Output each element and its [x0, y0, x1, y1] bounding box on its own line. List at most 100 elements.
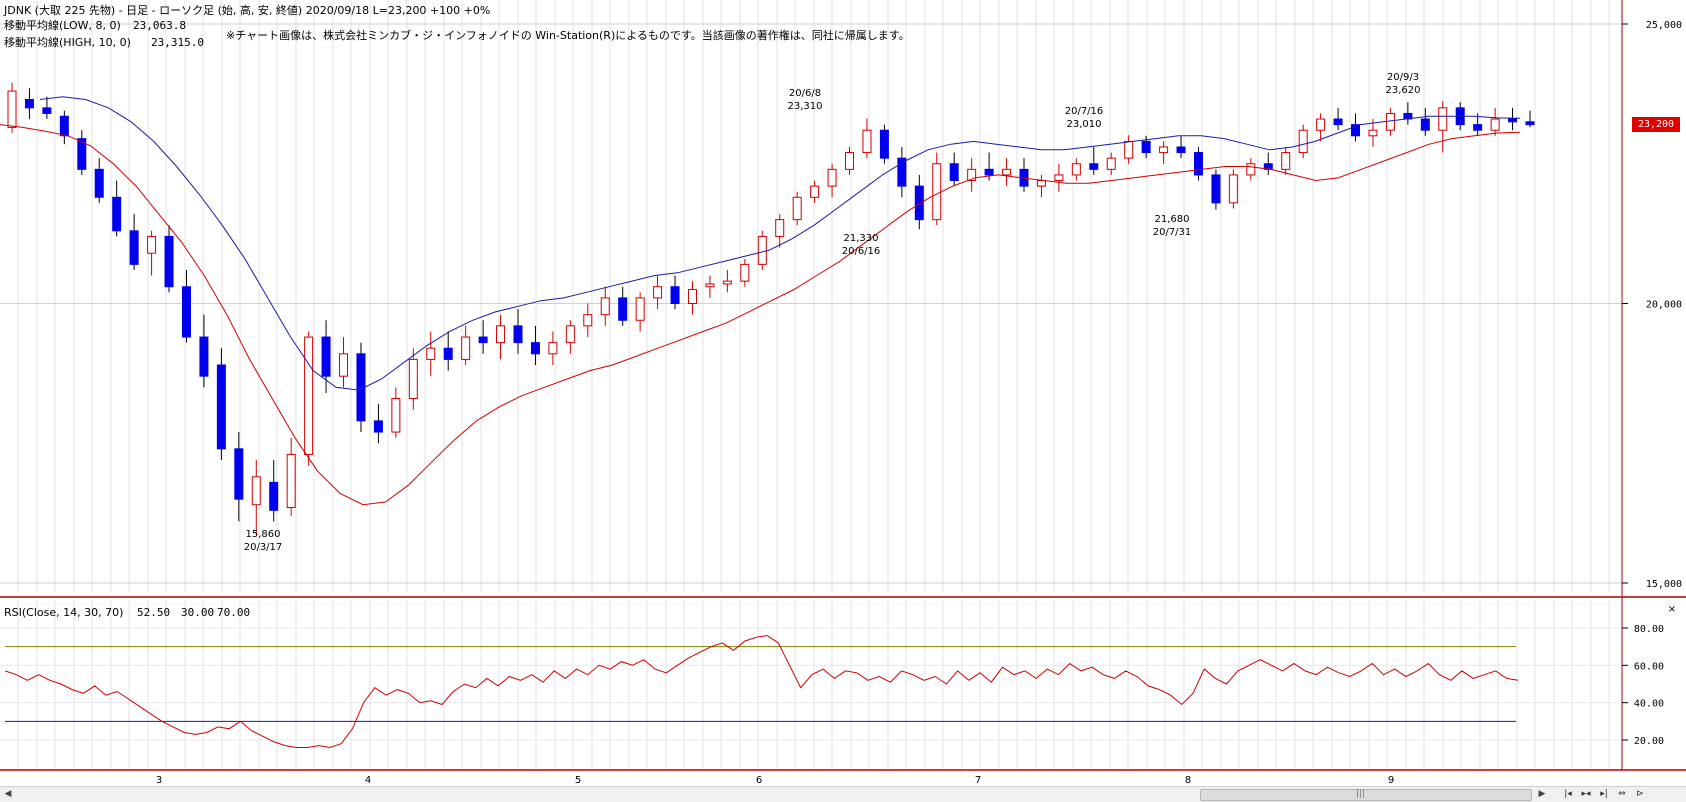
candle-body	[1054, 174, 1064, 182]
annotation-label: 20/7/31	[1153, 227, 1192, 238]
y-tick-label: 15,000	[1646, 579, 1682, 590]
rsi-high-value: 70.00	[217, 606, 250, 619]
candle-body	[879, 129, 889, 159]
candle-body	[7, 90, 17, 128]
candle-body	[757, 235, 767, 265]
candle-body	[216, 364, 226, 450]
candle-body	[24, 98, 34, 109]
candle-body	[618, 297, 628, 321]
zoom-in-icon[interactable]: ▸◂	[1581, 789, 1591, 799]
candle-body	[94, 168, 104, 198]
candle-body	[1368, 129, 1378, 137]
candle-body	[147, 235, 157, 254]
x-tick-label: 3	[156, 775, 162, 786]
y-tick-label: 25,000	[1646, 20, 1682, 31]
x-tick-label: 5	[575, 775, 581, 786]
chart-title: JDNK (大取 225 先物) - 日足 - ローソク足 (始, 高, 安, …	[3, 3, 490, 17]
candle-body	[1036, 180, 1046, 187]
annotation-label: 23,310	[788, 101, 823, 112]
candle-body	[1473, 124, 1483, 131]
candle-body	[408, 358, 418, 400]
candle-body	[897, 157, 907, 187]
candle-body	[1193, 152, 1203, 176]
candle-body	[705, 283, 715, 288]
candle-body	[949, 163, 959, 182]
candle-body	[1316, 118, 1326, 131]
candle-body	[339, 353, 349, 377]
candle-body	[722, 280, 732, 285]
candle-body	[1351, 124, 1361, 137]
candle-body	[1089, 163, 1099, 170]
rsi-low-value: 30.00	[181, 606, 214, 619]
candle-body	[932, 163, 942, 221]
ma-high-line	[39, 96, 1521, 391]
x-tick-label: 9	[1388, 775, 1394, 786]
close-rsi-panel-icon[interactable]: ×	[1667, 604, 1677, 615]
candle-body	[1176, 146, 1186, 154]
candle-body	[77, 138, 87, 170]
candle-body	[845, 152, 855, 170]
candle-body	[513, 325, 523, 344]
candle-body	[164, 235, 174, 288]
horizontal-scrollbar[interactable]: ◀ ||| ▶ |◂ ▸◂ ▸| ⇔ ⊳	[0, 786, 1686, 802]
last-price-badge: 23,200	[1632, 117, 1680, 132]
candle-body	[530, 342, 540, 355]
candle-body	[1124, 140, 1134, 159]
candle-body	[635, 297, 645, 321]
candle-body	[373, 420, 383, 433]
candle-body	[42, 107, 52, 114]
candle-body	[1002, 168, 1012, 176]
scroll-right-icon[interactable]: ▶	[1538, 789, 1546, 799]
candle-body	[426, 347, 436, 360]
candle-body	[862, 129, 872, 154]
scrollbar-grip-icon: |||	[1356, 789, 1366, 799]
candle-body	[286, 453, 296, 509]
annotation-label: 20/6/8	[789, 88, 821, 99]
x-tick-label: 6	[756, 775, 762, 786]
candle-body	[234, 448, 244, 500]
scroll-left-icon[interactable]: ◀	[4, 789, 12, 799]
fit-all-icon[interactable]: ⇔	[1618, 789, 1626, 799]
jump-end-icon[interactable]: ▸|	[1600, 789, 1608, 799]
candle-body	[810, 185, 820, 198]
x-tick-label: 8	[1185, 775, 1191, 786]
rsi-value: 52.50	[137, 606, 170, 619]
candle-body	[687, 289, 697, 304]
annotation-label: 20/3/17	[244, 542, 283, 553]
candle-body	[1333, 118, 1343, 126]
candle-body	[1246, 163, 1256, 176]
candle-body	[59, 115, 69, 137]
rsi-y-tick-label: 80.00	[1634, 624, 1664, 635]
candle-body	[1211, 174, 1221, 204]
candle-body	[461, 336, 471, 360]
rsi-line	[4, 634, 1519, 749]
candle-body	[792, 196, 802, 221]
candle-body	[269, 481, 279, 511]
candle-body	[181, 286, 191, 338]
rsi-y-tick-label: 20.00	[1634, 736, 1664, 747]
annotation-label: 21,680	[1155, 214, 1190, 225]
annotation-label: 21,330	[844, 233, 879, 244]
candle-body	[129, 230, 139, 265]
candle-body	[1508, 118, 1518, 123]
candle-body	[583, 314, 593, 327]
candle-body	[496, 325, 506, 344]
candle-body	[1281, 152, 1291, 170]
zoom-out-icon[interactable]: |◂	[1564, 789, 1572, 799]
candle-body	[600, 297, 610, 316]
annotation-label: 20/7/16	[1065, 106, 1104, 117]
ma-high-value: 23,315.0	[151, 36, 204, 49]
annotation-label: 23,010	[1067, 119, 1102, 130]
scrollbar-thumb[interactable]	[1200, 789, 1532, 801]
candle-body	[914, 185, 924, 221]
annotation-label: 23,620	[1386, 85, 1421, 96]
annotation-label: 20/6/16	[842, 246, 881, 257]
candle-body	[1490, 118, 1500, 131]
pan-icon[interactable]: ⊳	[1636, 789, 1644, 799]
candle-body	[304, 336, 314, 455]
candle-body	[984, 168, 994, 176]
candle-body	[1298, 129, 1308, 154]
candle-body	[740, 263, 750, 282]
candle-body	[112, 196, 122, 232]
